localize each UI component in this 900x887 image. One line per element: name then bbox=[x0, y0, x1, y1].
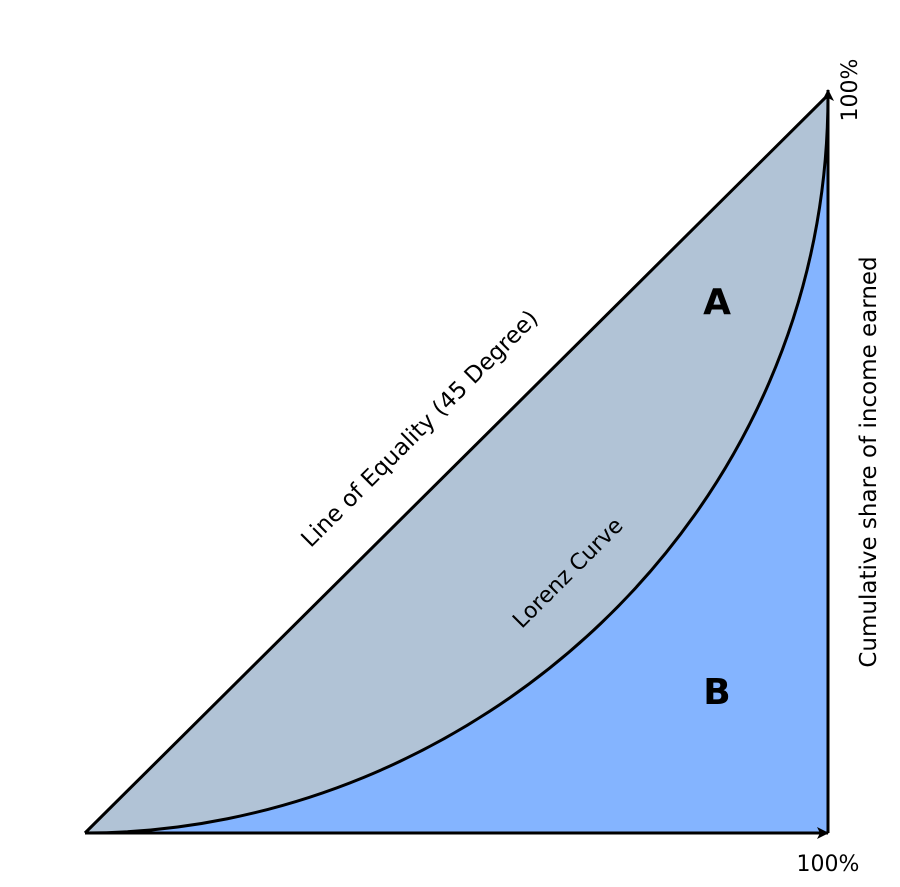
region-a-label: A bbox=[703, 282, 731, 323]
region-b-area bbox=[85, 95, 828, 833]
y-axis-max-label: 100% bbox=[838, 59, 863, 122]
lorenz-curve bbox=[84, 94, 830, 835]
x-axis-max-label: 100% bbox=[797, 852, 860, 877]
line-of-equality bbox=[83, 93, 830, 835]
y-axis-title: Cumulative share of income earned bbox=[856, 256, 882, 667]
region-b-label: B bbox=[703, 672, 730, 713]
